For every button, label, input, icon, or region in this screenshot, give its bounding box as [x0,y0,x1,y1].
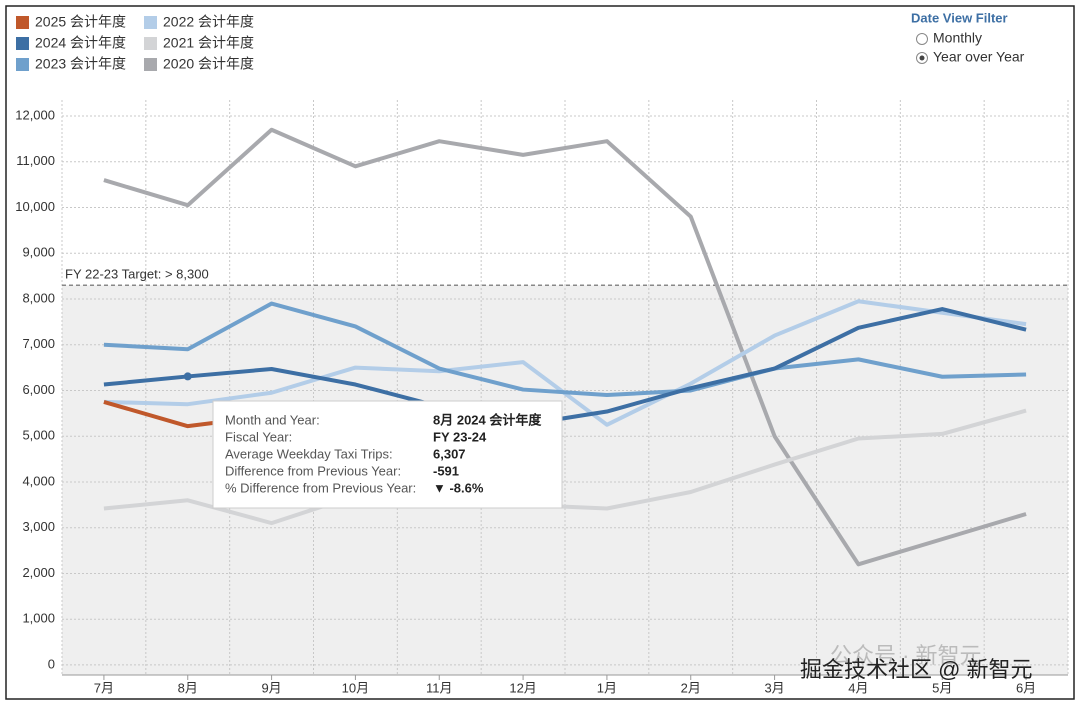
tooltip-key: Fiscal Year: [225,429,292,444]
filter[interactable]: Monthly Year over Year [916,30,1025,65]
tooltip-key: % Difference from Previous Year: [225,480,416,495]
x-tick-label: 2月 [681,680,701,695]
y-tick-label: 7,000 [22,336,55,351]
tooltip-box [212,400,563,509]
legend: 2025 会计年度 2024 会计年度 2023 会计年度 2022 会计年度 2021… [16,14,254,72]
legend-label: 2021 会计年度 [163,35,254,51]
legend-swatch [144,58,157,71]
highlight-point [183,372,192,381]
tooltip-value: 8月 2024 会计年度 [433,412,542,427]
x-tick-label: 9月 [261,680,281,695]
y-tick-label: 0 [48,656,55,671]
target-label: FY 22-23 Target: > 8,300 [65,267,209,282]
y-tick-label: 12,000 [15,107,55,122]
legend-swatch [144,16,157,29]
watermark: 公众号 · 新智元 [830,643,982,668]
tooltip-value: 6,307 [433,446,466,461]
tooltip-key: Month and Year: [225,412,320,427]
tooltip-value: ▼ -8.6% [433,480,484,495]
legend-label: 2025 会计年度 [35,14,126,30]
watermark: 掘金技术社区 @ 新智元 [800,657,1033,682]
y-tick-label: 11,000 [16,153,55,168]
y-tick-label: 9,000 [22,245,55,260]
y-tick-label: 2,000 [22,565,55,580]
x-tick-label: 3月 [764,680,784,695]
series-line [103,301,1027,398]
filter-title: Date View Filter [911,10,1008,25]
x-tick-label: 11月 [426,680,453,695]
tooltip-key: Average Weekday Taxi Trips: [225,446,393,461]
legend-label: 2024 会计年度 [35,35,126,51]
tooltip: Month and Year: 8月 2024 会计年度 Fiscal Year: F… [212,400,563,509]
tooltip-value: FY 23-24 [433,429,487,444]
radio-label[interactable]: Year over Year [933,49,1025,65]
legend-label: 2020 会计年度 [163,56,254,72]
tooltip-key: Difference from Previous Year: [225,463,401,478]
legend-swatch [16,58,29,71]
series-line [103,408,1027,526]
series-line [103,127,1027,567]
radio-dot[interactable] [919,55,925,61]
legend-swatch [144,37,157,50]
tooltip-value: -591 [433,463,459,478]
legend-swatch [16,16,29,29]
y-tick-label: 1,000 [22,611,55,626]
x-tick-label: 8月 [178,680,198,695]
legend-label: 2022 会计年度 [163,14,254,30]
x-tick-label: 10月 [342,680,369,695]
x-tick-label: 4月 [848,680,868,695]
y-tick-label: 8,000 [22,290,55,305]
legend-label: 2023 会计年度 [35,56,126,72]
y-tick-label: 10,000 [15,199,55,214]
x-tick-label: 5月 [932,680,952,695]
x-tick-label: 1月 [597,680,617,695]
x-tick-label: 7月 [94,680,114,695]
legend-swatch [16,37,29,50]
x-tick-label: 6月 [1016,680,1036,695]
x-tick-label: 12月 [509,680,536,695]
radio[interactable] [916,33,928,45]
y-tick-label: 5,000 [22,428,55,443]
radio-label[interactable]: Monthly [933,30,982,46]
y-tick-label: 6,000 [22,382,55,397]
series-line [103,307,1027,427]
y-tick-label: 3,000 [22,519,55,534]
y-tick-label: 4,000 [22,473,55,488]
